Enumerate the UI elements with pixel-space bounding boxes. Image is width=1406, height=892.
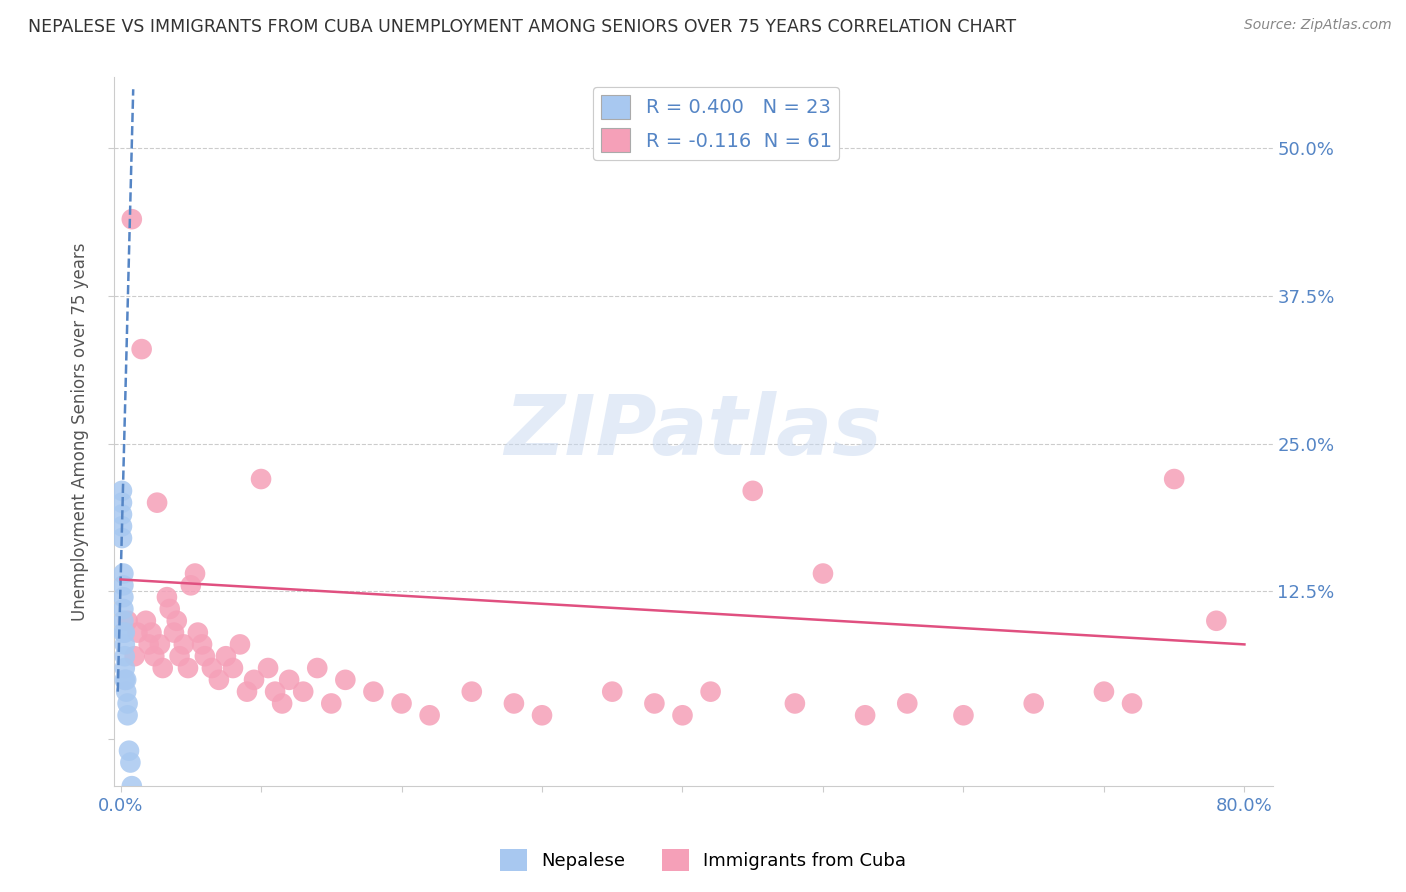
Point [201, 661, 224, 675]
Point [159, 602, 181, 616]
Point [191, 637, 214, 651]
Point [121, 212, 143, 227]
Point [141, 625, 163, 640]
Point [138, 637, 160, 651]
Point [112, 602, 135, 616]
Point [143, 649, 166, 664]
Point [187, 625, 209, 640]
Point [117, 708, 139, 723]
Point [461, 684, 484, 698]
Point [112, 625, 135, 640]
Legend: Nepalese, Immigrants from Cuba: Nepalese, Immigrants from Cuba [492, 842, 914, 879]
Point [114, 673, 136, 687]
Text: ZIPatlas: ZIPatlas [505, 392, 882, 472]
Point [236, 684, 259, 698]
Point [208, 673, 231, 687]
Point [699, 684, 721, 698]
Point [114, 649, 136, 664]
Point [1092, 684, 1115, 698]
Point [264, 684, 287, 698]
Point [896, 697, 918, 711]
Point [1205, 614, 1227, 628]
Point [111, 483, 134, 498]
Text: NEPALESE VS IMMIGRANTS FROM CUBA UNEMPLOYMENT AMONG SENIORS OVER 75 YEARS CORREL: NEPALESE VS IMMIGRANTS FROM CUBA UNEMPLO… [28, 18, 1017, 36]
Point [112, 590, 135, 604]
Point [643, 697, 665, 711]
Text: Source: ZipAtlas.com: Source: ZipAtlas.com [1244, 18, 1392, 32]
Legend: R = 0.400   N = 23, R = -0.116  N = 61: R = 0.400 N = 23, R = -0.116 N = 61 [593, 87, 839, 160]
Point [177, 661, 200, 675]
Point [952, 708, 974, 723]
Point [215, 649, 238, 664]
Point [166, 614, 188, 628]
Point [118, 744, 141, 758]
Point [112, 614, 135, 628]
Point [503, 697, 526, 711]
Point [229, 637, 252, 651]
Point [112, 566, 135, 581]
Point [124, 649, 146, 664]
Point [1022, 697, 1045, 711]
Point [250, 472, 273, 486]
Point [257, 661, 280, 675]
Point [363, 684, 385, 698]
Point [115, 673, 138, 687]
Point [111, 508, 134, 522]
Point [184, 566, 207, 581]
Point [114, 625, 136, 640]
Point [419, 708, 441, 723]
Point [121, 779, 143, 793]
Point [531, 708, 554, 723]
Point [1121, 697, 1143, 711]
Point [243, 673, 266, 687]
Point [194, 649, 217, 664]
Point [152, 661, 174, 675]
Point [811, 566, 834, 581]
Point [853, 708, 876, 723]
Point [180, 578, 202, 592]
Point [163, 625, 186, 640]
Point [149, 637, 172, 651]
Point [114, 661, 136, 675]
Point [127, 625, 149, 640]
Point [173, 637, 195, 651]
Point [111, 519, 134, 533]
Point [135, 614, 157, 628]
Point [169, 649, 191, 664]
Point [115, 684, 138, 698]
Point [111, 531, 134, 545]
Point [131, 342, 153, 356]
Point [117, 614, 139, 628]
Point [671, 708, 693, 723]
Point [156, 590, 179, 604]
Point [783, 697, 806, 711]
Point [111, 496, 134, 510]
Point [117, 697, 139, 711]
Point [391, 697, 413, 711]
Point [112, 578, 135, 592]
Point [222, 661, 245, 675]
Point [292, 684, 315, 698]
Point [600, 684, 623, 698]
Point [321, 697, 343, 711]
Point [335, 673, 357, 687]
Point [1163, 472, 1185, 486]
Point [741, 483, 763, 498]
Point [271, 697, 294, 711]
Point [114, 637, 136, 651]
Y-axis label: Unemployment Among Seniors over 75 years: Unemployment Among Seniors over 75 years [72, 243, 89, 621]
Point [278, 673, 301, 687]
Point [146, 496, 169, 510]
Point [307, 661, 329, 675]
Point [120, 756, 142, 770]
